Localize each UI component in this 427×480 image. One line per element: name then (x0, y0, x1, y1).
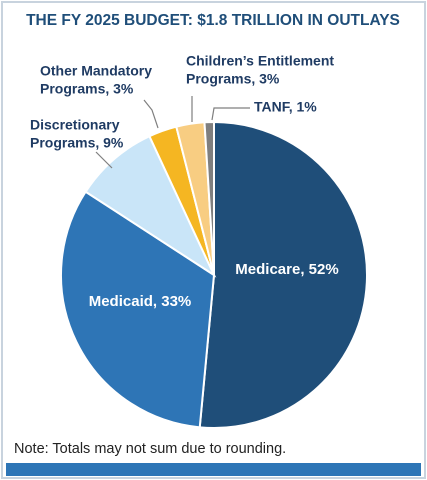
note: Note: Totals may not sum due to rounding… (14, 441, 286, 457)
leader-line (143, 99, 159, 129)
data-label: TANF, 1% (254, 99, 317, 115)
slice (84, 134, 217, 278)
labels: Medicare, 52% Medicaid, 33% Discretionary P… (30, 53, 339, 310)
chart-title: THE FY 2025 BUDGET: $1.8 TRILLION IN OUT… (26, 12, 400, 29)
pie (60, 120, 368, 429)
data-label: Medicaid, 33% (89, 293, 192, 310)
leader-line (211, 107, 250, 121)
data-label: Programs, 3% (186, 71, 280, 87)
data-label: Medicare, 52% (235, 261, 338, 278)
slice (198, 120, 368, 429)
data-label: Programs, 9% (30, 135, 124, 151)
slice (203, 120, 215, 276)
data-label: Children’s Entitlement (186, 53, 334, 69)
footer-bar (6, 463, 421, 476)
data-label: Other Mandatory (40, 63, 152, 79)
leader-lines (95, 96, 250, 169)
data-label: Programs, 3% (40, 81, 134, 97)
leader-line (95, 151, 113, 169)
data-label: Discretionary (30, 117, 120, 133)
